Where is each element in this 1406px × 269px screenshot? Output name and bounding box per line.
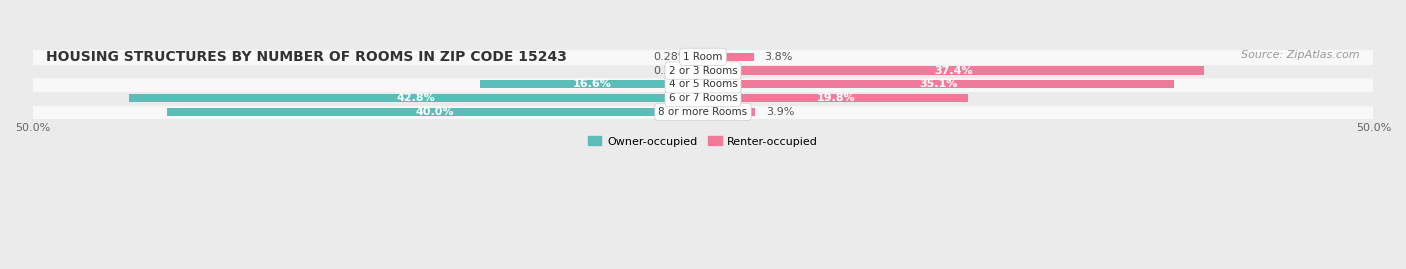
Text: 3.9%: 3.9% — [766, 107, 794, 117]
Bar — [703, 80, 1174, 89]
Bar — [703, 108, 755, 116]
Text: 0.28%: 0.28% — [652, 52, 689, 62]
Text: 16.6%: 16.6% — [572, 79, 612, 89]
Bar — [129, 94, 703, 102]
Text: 40.0%: 40.0% — [416, 107, 454, 117]
Bar — [699, 53, 703, 61]
Text: 4 or 5 Rooms: 4 or 5 Rooms — [669, 79, 737, 89]
Text: 42.8%: 42.8% — [396, 93, 436, 103]
Text: Source: ZipAtlas.com: Source: ZipAtlas.com — [1241, 50, 1360, 60]
Bar — [32, 77, 1374, 91]
Bar — [703, 53, 754, 61]
Bar — [32, 64, 1374, 77]
Text: 8 or more Rooms: 8 or more Rooms — [658, 107, 748, 117]
Legend: Owner-occupied, Renter-occupied: Owner-occupied, Renter-occupied — [583, 132, 823, 151]
Text: 0.26%: 0.26% — [654, 66, 689, 76]
Text: 35.1%: 35.1% — [920, 79, 957, 89]
Text: 2 or 3 Rooms: 2 or 3 Rooms — [669, 66, 737, 76]
Bar — [481, 80, 703, 89]
Bar — [32, 50, 1374, 64]
Text: 3.8%: 3.8% — [765, 52, 793, 62]
Bar — [32, 91, 1374, 105]
Text: 6 or 7 Rooms: 6 or 7 Rooms — [669, 93, 737, 103]
Bar — [700, 66, 703, 75]
Text: 19.8%: 19.8% — [817, 93, 855, 103]
Text: 37.4%: 37.4% — [935, 66, 973, 76]
Bar — [703, 66, 1205, 75]
Bar — [703, 94, 969, 102]
Bar — [32, 105, 1374, 119]
Text: HOUSING STRUCTURES BY NUMBER OF ROOMS IN ZIP CODE 15243: HOUSING STRUCTURES BY NUMBER OF ROOMS IN… — [46, 50, 567, 64]
Text: 1 Room: 1 Room — [683, 52, 723, 62]
Bar — [167, 108, 703, 116]
